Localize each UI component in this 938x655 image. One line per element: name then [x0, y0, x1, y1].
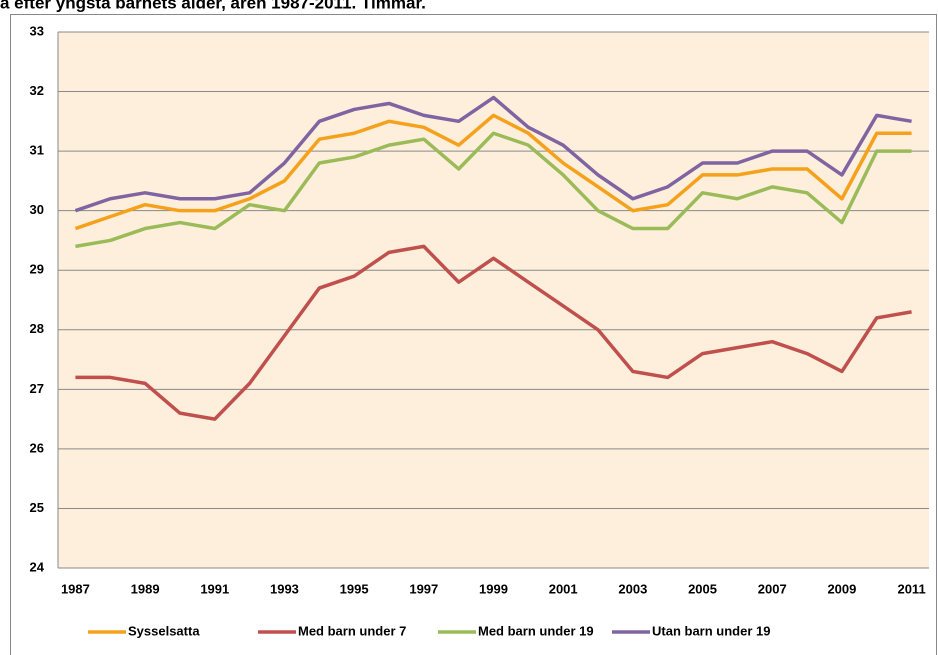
- x-tick-label: 1989: [131, 581, 160, 596]
- line-series: [74, 95, 912, 213]
- y-tick-label: 26: [30, 440, 44, 455]
- legend-label: Med barn under 19: [478, 623, 594, 638]
- legend-label: Utan barn under 19: [652, 623, 770, 638]
- y-tick-label: 28: [30, 321, 44, 336]
- x-tick-label: 1993: [270, 581, 299, 596]
- line-series: [75, 244, 912, 421]
- x-tick-label: 2011: [897, 581, 925, 596]
- x-tick-label: 2009: [827, 581, 856, 596]
- x-tick-label: 1999: [479, 581, 508, 596]
- y-tick-label: 29: [30, 262, 44, 277]
- y-tick-label: 31: [30, 143, 44, 158]
- y-tick-label: 32: [30, 83, 44, 98]
- y-tick-label: 27: [30, 381, 44, 396]
- x-tick-label: 2001: [549, 581, 578, 596]
- x-tick-label: 1997: [409, 581, 438, 596]
- y-tick-label: 30: [30, 202, 44, 217]
- x-tick-label: 2007: [758, 581, 787, 596]
- legend-label: Med barn under 7: [298, 623, 406, 638]
- legend-label: Sysselsatta: [128, 623, 200, 638]
- y-tick-label: 24: [30, 559, 45, 574]
- x-tick-label: 1987: [61, 581, 90, 596]
- plot-area: [58, 32, 929, 568]
- x-tick-label: 1991: [200, 581, 229, 596]
- line-series: [74, 113, 912, 231]
- x-tick-label: 1995: [340, 581, 369, 596]
- line-series: [75, 131, 912, 249]
- y-tick-label: 25: [30, 500, 44, 515]
- y-tick-label: 33: [30, 23, 44, 38]
- x-tick-label: 2005: [688, 581, 717, 596]
- x-tick-label: 2003: [618, 581, 647, 596]
- chart-title: a efter yngsta barnets ålder, åren 1987-…: [0, 0, 426, 12]
